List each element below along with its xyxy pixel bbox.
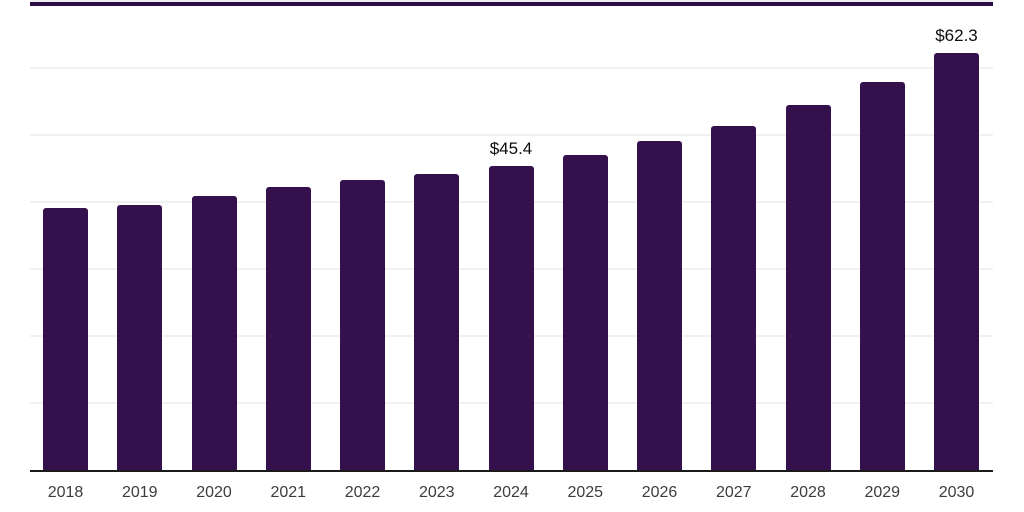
x-tick-2022: 2022 — [344, 484, 381, 501]
bar-2023 — [414, 174, 460, 470]
bar-2019 — [117, 204, 163, 470]
x-tick-2027: 2027 — [715, 484, 752, 501]
bar-2024 — [488, 166, 534, 470]
bar-2028 — [785, 105, 831, 470]
x-tick-2029: 2029 — [864, 484, 901, 501]
x-tick-2021: 2021 — [270, 484, 307, 501]
bar-2027 — [711, 125, 757, 470]
x-tick-2018: 2018 — [47, 484, 84, 501]
x-tick-2030: 2030 — [938, 484, 975, 501]
bar-2029 — [859, 81, 905, 470]
bar-2022 — [340, 180, 385, 470]
gridline-70 — [30, 0, 993, 3]
gridline-50 — [30, 134, 993, 137]
bar-2020 — [191, 196, 237, 470]
x-tick-2020: 2020 — [196, 484, 232, 501]
x-tick-2019: 2019 — [121, 484, 158, 501]
x-tick-2023: 2023 — [418, 484, 455, 501]
bar-2030 — [934, 52, 979, 470]
x-tick-2026: 2026 — [641, 484, 678, 501]
value-label-2030: $62.3 — [935, 25, 978, 45]
x-tick-2024: 2024 — [493, 484, 529, 501]
x-tick-2028: 2028 — [790, 484, 826, 501]
bar-2021 — [265, 186, 311, 470]
bar-2025 — [562, 154, 608, 470]
x-axis-line — [30, 470, 993, 472]
bar-2026 — [637, 141, 682, 470]
bar-2018 — [43, 208, 88, 470]
gridline-60 — [30, 67, 993, 70]
value-label-2024: $45.4 — [489, 139, 533, 159]
x-tick-2025: 2025 — [567, 484, 604, 501]
chart-top-border — [30, 0, 993, 6]
